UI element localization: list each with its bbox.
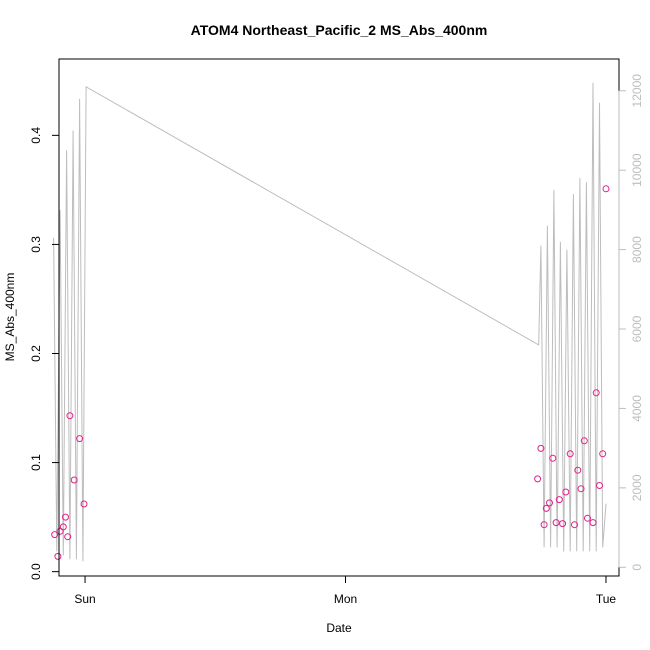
- x-tick-label: Sun: [74, 592, 95, 606]
- y2-tick-label: 4000: [630, 395, 644, 422]
- data-point: [76, 435, 84, 443]
- data-point: [555, 496, 563, 504]
- y2-tick-label: 12000: [630, 74, 644, 108]
- y2-tick-label: 2000: [630, 474, 644, 501]
- y-tick-label: 0.0: [29, 563, 43, 580]
- data-point: [62, 513, 69, 521]
- data-point: [580, 437, 588, 445]
- chart-title: ATOM4 Northeast_Pacific_2 MS_Abs_400nm: [191, 22, 488, 38]
- x-axis-label: Date: [326, 621, 352, 635]
- data-point: [577, 485, 585, 493]
- data-point: [559, 520, 567, 528]
- data-point: [534, 475, 542, 483]
- data-point: [592, 389, 600, 397]
- y2-tick-label: 8000: [630, 236, 644, 263]
- x-tick-label: Mon: [334, 592, 357, 606]
- data-point: [66, 412, 74, 420]
- data-point: [552, 519, 560, 527]
- data-point: [80, 500, 88, 508]
- y2-tick-label: 6000: [630, 315, 644, 342]
- data-point: [540, 521, 548, 529]
- data-point: [59, 523, 67, 531]
- data-point: [51, 531, 59, 539]
- data-point: [589, 519, 597, 527]
- data-point: [574, 466, 582, 474]
- y-axis-right: 0 2000 4000 6000 8000 10000 12000: [618, 74, 644, 571]
- data-point: [537, 444, 545, 452]
- x-tick-label: Tue: [596, 592, 617, 606]
- y2-tick-label: 10000: [630, 153, 644, 187]
- series-line: [53, 82, 607, 562]
- y-tick-label: 0.2: [29, 345, 43, 362]
- data-point: [549, 454, 557, 462]
- data-point: [596, 482, 603, 489]
- plot-frame: [58, 58, 620, 577]
- data-point: [562, 488, 570, 496]
- data-point: [571, 521, 578, 529]
- data-point: [64, 533, 72, 541]
- x-axis: Sun Mon Tue: [74, 575, 617, 606]
- points-layer: [51, 185, 610, 560]
- data-point: [599, 450, 607, 458]
- data-point: [54, 552, 62, 560]
- data-point: [584, 514, 591, 522]
- data-point: [566, 450, 574, 458]
- y-axis-left: 0.0 0.1 0.2 0.3 0.4: [29, 127, 60, 580]
- y-tick-label: 0.3: [29, 236, 43, 253]
- y2-tick-label: 0: [630, 564, 644, 571]
- data-point: [546, 499, 553, 507]
- data-point: [602, 185, 610, 193]
- y-tick-label: 0.4: [29, 127, 43, 144]
- series-line-layer: [53, 82, 607, 562]
- y-tick-label: 0.1: [29, 454, 43, 471]
- y-axis-label: MS_Abs_400nm: [3, 273, 17, 362]
- data-point: [542, 504, 550, 512]
- data-point: [70, 476, 78, 484]
